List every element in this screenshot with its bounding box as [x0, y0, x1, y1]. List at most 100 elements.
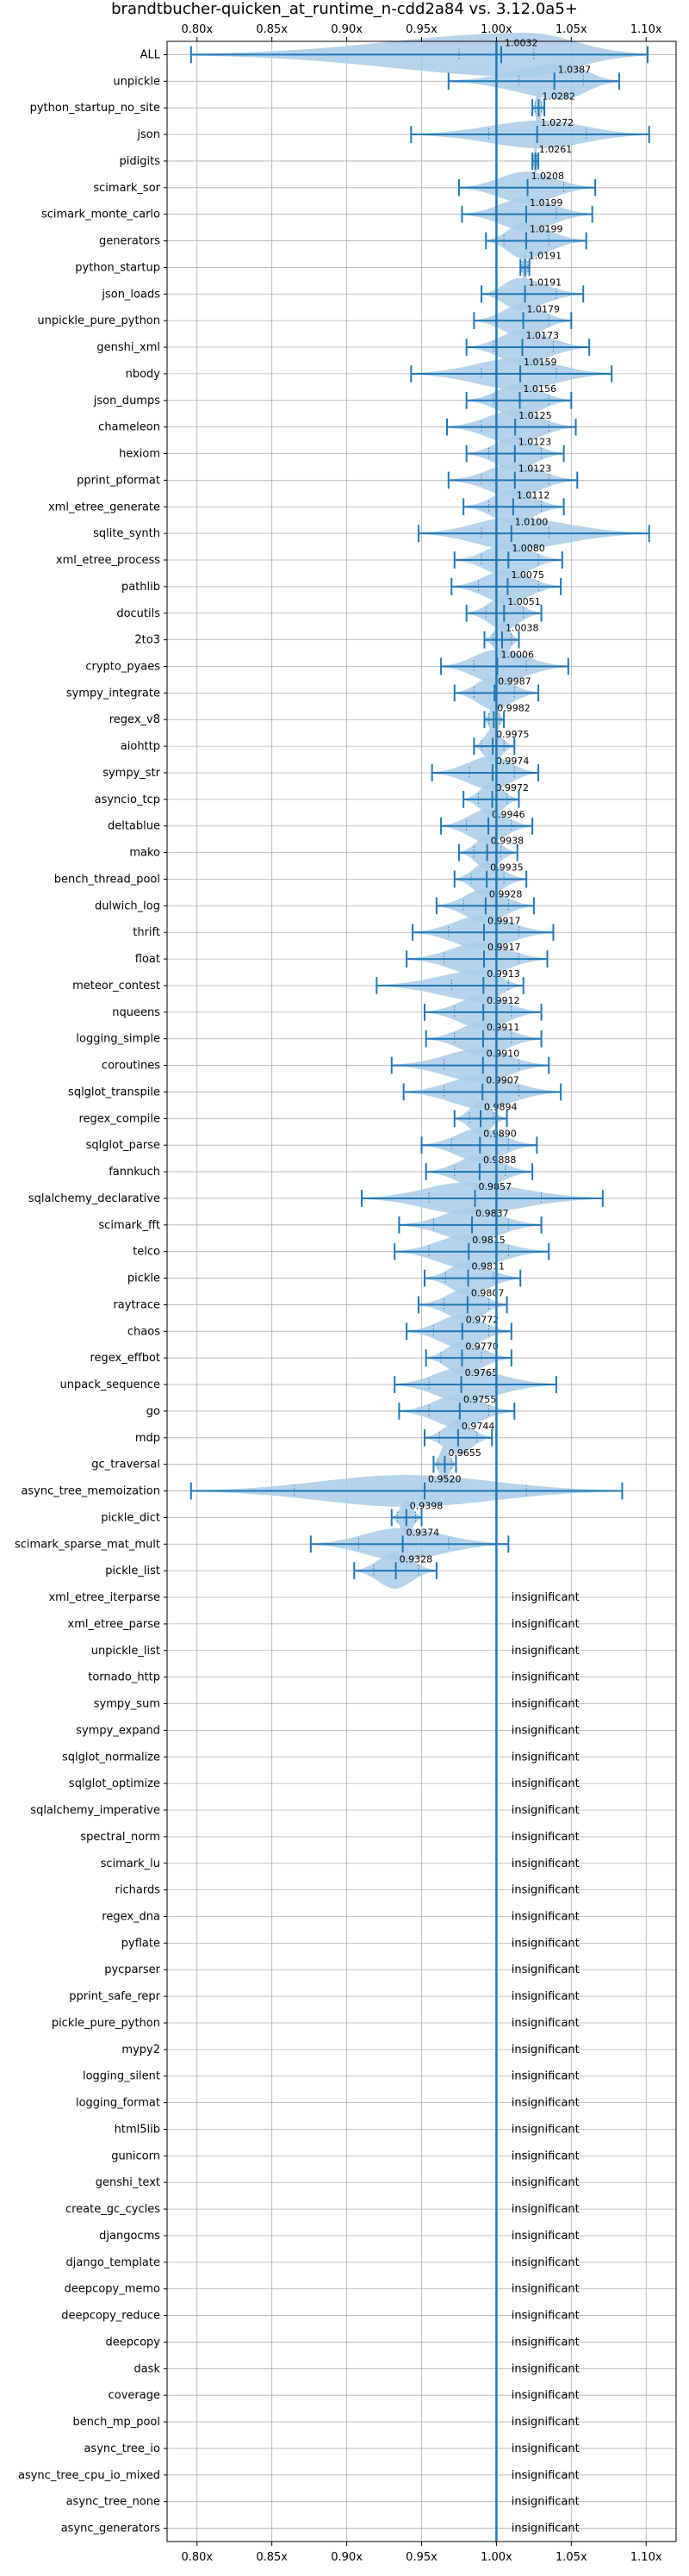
- benchmark-label: async_tree_io: [84, 2442, 160, 2455]
- benchmark-label: float: [135, 953, 160, 966]
- value-label: 1.0387: [558, 64, 592, 75]
- value-label: 0.9907: [486, 1075, 519, 1086]
- benchmark-row: coroutines 0.9910: [102, 1048, 550, 1082]
- value-label: 0.9328: [400, 1553, 433, 1565]
- value-label: 0.9917: [487, 942, 521, 953]
- benchmark-row: async_generators insignificant: [61, 2523, 580, 2536]
- benchmark-row: unpack_sequence 0.9765: [59, 1367, 557, 1402]
- value-label: 0.9890: [483, 1128, 517, 1139]
- x-tick-label-bottom: 0.95x: [406, 2551, 438, 2564]
- value-label: 0.9755: [463, 1394, 497, 1405]
- benchmark-row: unpickle_list insignificant: [91, 1645, 580, 1658]
- x-tick-label-top: 0.90x: [331, 23, 363, 36]
- benchmark-row: go 0.9755: [146, 1394, 516, 1428]
- benchmark-label: html5lib: [115, 2123, 160, 2136]
- benchmark-label: fannkuch: [109, 1166, 160, 1179]
- insignificant-label: insignificant: [512, 1671, 580, 1684]
- benchmark-row: sqlalchemy_imperative insignificant: [30, 1804, 579, 1817]
- benchmark-label: sqlglot_parse: [86, 1139, 160, 1152]
- x-tick-label-bottom: 0.80x: [181, 2551, 213, 2564]
- benchmark-label: logging_format: [76, 2097, 160, 2110]
- benchmark-label: djangocms: [99, 2230, 160, 2243]
- benchmark-row: asyncio_tcp 0.9972: [95, 782, 530, 817]
- insignificant-label: insignificant: [512, 1751, 580, 1764]
- benchmark-row: json_dumps 1.0156: [93, 383, 573, 418]
- benchmark-row: docutils 1.0051: [116, 596, 543, 631]
- benchmark-label: docutils: [116, 607, 160, 620]
- benchmark-label: pickle_list: [105, 1565, 160, 1577]
- x-tick-label-bottom: 0.85x: [256, 2551, 288, 2564]
- benchmark-row: deltablue 0.9946: [108, 809, 534, 843]
- benchmark-label: create_gc_cycles: [65, 2203, 160, 2216]
- value-label: 1.0199: [530, 197, 563, 208]
- benchmark-label: json_loads: [101, 288, 160, 301]
- benchmark-row: scimark_lu insignificant: [101, 1857, 580, 1870]
- insignificant-label: insignificant: [512, 2017, 580, 2030]
- benchmark-row: dask insignificant: [133, 2362, 579, 2375]
- benchmark-label: sqlite_synth: [93, 527, 160, 540]
- benchmark-row: async_tree_io insignificant: [84, 2442, 579, 2455]
- value-label: 0.9811: [472, 1261, 506, 1272]
- x-tick-label-top: 0.95x: [406, 23, 438, 36]
- value-label: 1.0191: [529, 277, 562, 288]
- benchmark-row: hexiom 1.0123: [119, 437, 565, 470]
- benchmark-label: nqueens: [112, 1006, 160, 1019]
- benchmark-row: aiohttp 0.9975: [121, 729, 530, 763]
- insignificant-label: insignificant: [512, 2389, 580, 2402]
- value-label: 0.9888: [483, 1154, 517, 1166]
- benchmark-row: meteor_contest 0.9913: [72, 968, 525, 1002]
- benchmark-row: xml_etree_parse insignificant: [68, 1618, 580, 1631]
- benchmark-label: regex_compile: [78, 1112, 160, 1125]
- insignificant-label: insignificant: [512, 2123, 580, 2136]
- benchmark-row: nbody 1.0159: [126, 357, 613, 390]
- value-label: 0.9655: [448, 1447, 481, 1459]
- benchmark-row: sqlglot_optimize insignificant: [69, 1777, 580, 1790]
- benchmark-label: gunicorn: [111, 2150, 160, 2162]
- value-label: 0.9765: [465, 1367, 499, 1378]
- benchmark-row: pycparser insignificant: [104, 1963, 580, 1976]
- benchmark-label: spectral_norm: [80, 1831, 160, 1844]
- benchmark-label: thrift: [133, 926, 160, 939]
- x-tick-label-bottom: 1.05x: [556, 2551, 587, 2564]
- benchmark-row: regex_dna insignificant: [102, 1911, 580, 1924]
- benchmark-row: sqlite_synth 1.0100: [93, 516, 650, 550]
- value-label: 1.0123: [518, 464, 552, 475]
- benchmark-label: deepcopy_memo: [65, 2283, 160, 2296]
- benchmark-row: mako 0.9938: [129, 836, 524, 869]
- value-label: 0.9975: [496, 729, 530, 740]
- value-label: 0.9972: [496, 782, 530, 793]
- benchmark-label: scimark_sor: [93, 182, 160, 195]
- benchmark-row: async_tree_none insignificant: [66, 2496, 580, 2509]
- benchmark-label: logging_silent: [83, 2070, 160, 2083]
- x-tick-label-top: 0.80x: [181, 23, 213, 36]
- benchmark-label: nbody: [126, 368, 161, 381]
- benchmark-label: mdp: [135, 1432, 160, 1445]
- insignificant-label: insignificant: [512, 1857, 580, 1870]
- benchmark-label: sqlglot_transpile: [68, 1086, 160, 1098]
- value-label: 0.9520: [428, 1474, 461, 1485]
- benchmark-label: chameleon: [98, 421, 160, 434]
- insignificant-label: insignificant: [512, 2230, 580, 2243]
- benchmark-row: unpickle 1.0387: [113, 63, 620, 100]
- benchmark-row: thrift 0.9917: [133, 915, 555, 949]
- insignificant-label: insignificant: [512, 2310, 580, 2323]
- benchmark-row: json 1.0272: [136, 117, 650, 149]
- benchmark-label: async_tree_cpu_io_mixed: [18, 2469, 160, 2482]
- insignificant-label: insignificant: [512, 1591, 580, 1604]
- benchmark-label: pprint_safe_repr: [69, 1990, 160, 2003]
- benchmark-label: deepcopy_reduce: [61, 2310, 160, 2323]
- insignificant-label: insignificant: [512, 2256, 580, 2269]
- benchmark-label: regex_v8: [109, 713, 160, 726]
- benchmark-row: async_tree_memoization 0.9520: [21, 1474, 624, 1508]
- value-label: 0.9894: [484, 1101, 518, 1112]
- benchmark-label: sqlalchemy_declarative: [28, 1192, 160, 1205]
- value-label: 0.9910: [487, 1048, 520, 1060]
- value-label: 0.9374: [407, 1527, 440, 1538]
- value-label: 0.9912: [487, 995, 520, 1006]
- benchmark-label: scimark_lu: [101, 1857, 160, 1870]
- value-label: 1.0038: [506, 623, 539, 634]
- benchmark-row: 2to3 1.0038: [134, 621, 539, 658]
- benchmark-row: coverage insignificant: [109, 2389, 580, 2402]
- insignificant-label: insignificant: [512, 1777, 580, 1790]
- x-tick-label-top: 1.10x: [630, 23, 662, 36]
